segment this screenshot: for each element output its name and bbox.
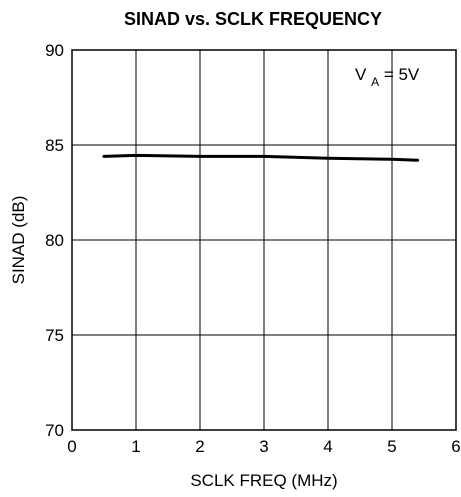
x-tick-label-0: 0: [67, 437, 76, 456]
plot-border: [71, 49, 457, 431]
grid: [72, 50, 456, 430]
series-line-0: [102, 153, 420, 162]
y-tick-label-0: 70: [45, 421, 64, 440]
series-group: [102, 153, 420, 162]
y-tick-label-2: 80: [45, 231, 64, 250]
x-tick-label-3: 3: [259, 437, 268, 456]
x-tick-label-5: 5: [387, 437, 396, 456]
y-tick-labels: 70 75 80 85 90: [45, 41, 64, 440]
annotation-subscript: A: [371, 75, 379, 89]
x-tick-label-4: 4: [323, 437, 332, 456]
x-tick-labels: 0 1 2 3 4 5 6: [67, 437, 460, 456]
annotation-main: V: [355, 65, 367, 84]
x-tick-label-1: 1: [131, 437, 140, 456]
x-tick-label-6: 6: [451, 437, 460, 456]
x-tick-label-2: 2: [195, 437, 204, 456]
x-axis-label: SCLK FREQ (MHz): [190, 471, 337, 490]
y-axis-label: SINAD (dB): [9, 196, 28, 285]
y-tick-label-1: 75: [45, 326, 64, 345]
y-tick-label-4: 90: [45, 41, 64, 60]
annotation-suffix: = 5V: [384, 65, 420, 84]
chart-title: SINAD vs. SCLK FREQUENCY: [124, 9, 382, 29]
y-tick-label-3: 85: [45, 136, 64, 155]
chart-annotation: V A = 5V: [355, 65, 420, 90]
